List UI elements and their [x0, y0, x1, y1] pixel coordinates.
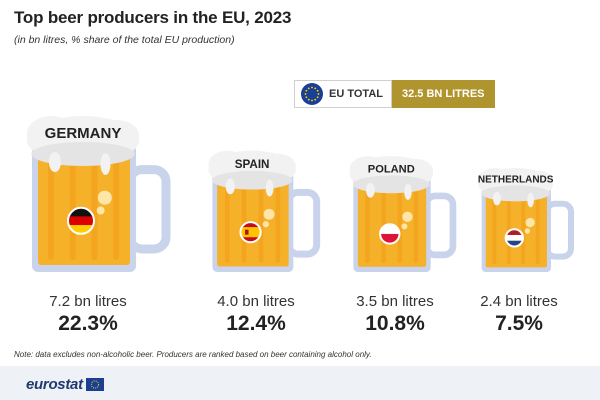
mug-netherlands: NETHERLANDS: [478, 168, 574, 272]
mug-stripe: [397, 187, 403, 264]
foam-drip: [48, 152, 61, 172]
beer-bubble: [524, 228, 531, 234]
mug-stripe: [381, 187, 386, 264]
footer: eurostat: [0, 366, 600, 400]
poland-flag-icon: [380, 224, 400, 244]
beer-bubble: [402, 211, 413, 223]
value-label-spain: 4.0 bn litres 12.4%: [191, 293, 321, 336]
mug-stripe: [258, 183, 264, 263]
foam-drip: [404, 183, 412, 200]
mug-stripe: [275, 183, 281, 263]
eu-total-box: EU TOTAL 32.5 BN LITRES: [294, 80, 495, 108]
mug-stripe: [535, 196, 540, 264]
share-label: 10.8%: [365, 312, 425, 335]
mug-stripe: [241, 183, 247, 263]
foam-drip: [365, 182, 375, 198]
beer-bubble: [262, 221, 269, 228]
country-label-netherlands: NETHERLANDS: [478, 175, 554, 186]
litres-label: 2.4 bn litres: [480, 293, 558, 310]
foam-drip: [492, 192, 501, 206]
chart-title: Top beer producers in the EU, 2023: [14, 8, 292, 27]
country-label-poland: POLAND: [368, 163, 415, 175]
mug-foam-shadow: [31, 142, 135, 166]
mug-germany: GERMANY: [26, 116, 171, 272]
mug-foam-shadow: [211, 170, 293, 190]
country-label-germany: GERMANY: [45, 125, 122, 142]
share-label: 22.3%: [58, 312, 118, 335]
mug-stripe: [91, 158, 98, 260]
value-label-netherlands: 2.4 bn litres 7.5%: [454, 293, 584, 336]
foam-drip: [527, 192, 534, 208]
mug-stripe: [113, 158, 120, 260]
eu-flag-small-icon: [85, 378, 104, 391]
share-label: 12.4%: [226, 312, 286, 335]
mug-poland: POLAND: [349, 156, 457, 272]
footnote: Note: data excludes non-alcoholic beer. …: [14, 350, 372, 359]
litres-label: 3.5 bn litres: [356, 293, 434, 310]
eu-total-label: EU TOTAL: [329, 88, 383, 100]
spain-flag-icon: [240, 222, 261, 243]
eurostat-logo-text: eurostat: [26, 376, 83, 393]
mug-stripe: [48, 158, 54, 260]
beer-bubble: [97, 190, 112, 205]
eu-total-value: 32.5 BN LITRES: [391, 80, 495, 108]
beer-bubble: [525, 217, 535, 228]
foam-drip: [265, 179, 274, 197]
foam-drip: [225, 178, 235, 195]
value-label-germany: 7.2 bn litres 22.3%: [23, 293, 153, 336]
litres-label: 7.2 bn litres: [49, 293, 127, 310]
mug-stripe: [413, 187, 419, 264]
beer-bubble: [96, 206, 105, 215]
beer-bubble: [263, 208, 275, 220]
value-label-poland: 3.5 bn litres 10.8%: [330, 293, 460, 336]
eurostat-logo: eurostat: [26, 376, 104, 393]
germany-flag-icon: [68, 207, 94, 234]
mug-stripe: [521, 196, 526, 264]
chart-subtitle: (in bn litres, % share of the total EU p…: [14, 34, 235, 46]
eu-total-label-box: EU TOTAL: [294, 80, 392, 108]
netherlands-flag-icon: [505, 229, 523, 247]
share-label: 7.5%: [495, 312, 543, 335]
mug-spain: SPAIN: [208, 150, 321, 272]
mug-stripe: [365, 187, 370, 264]
country-label-spain: SPAIN: [235, 158, 270, 171]
mug-foam-shadow: [481, 185, 551, 202]
mug-stripe: [492, 196, 497, 264]
mug-foam-shadow: [352, 175, 430, 194]
mug-stripe: [69, 158, 76, 260]
litres-label: 4.0 bn litres: [217, 293, 295, 310]
mug-stripe: [224, 183, 230, 263]
eu-flag-icon: [301, 83, 323, 105]
foam-drip: [100, 153, 111, 175]
beer-bubble: [401, 223, 408, 230]
